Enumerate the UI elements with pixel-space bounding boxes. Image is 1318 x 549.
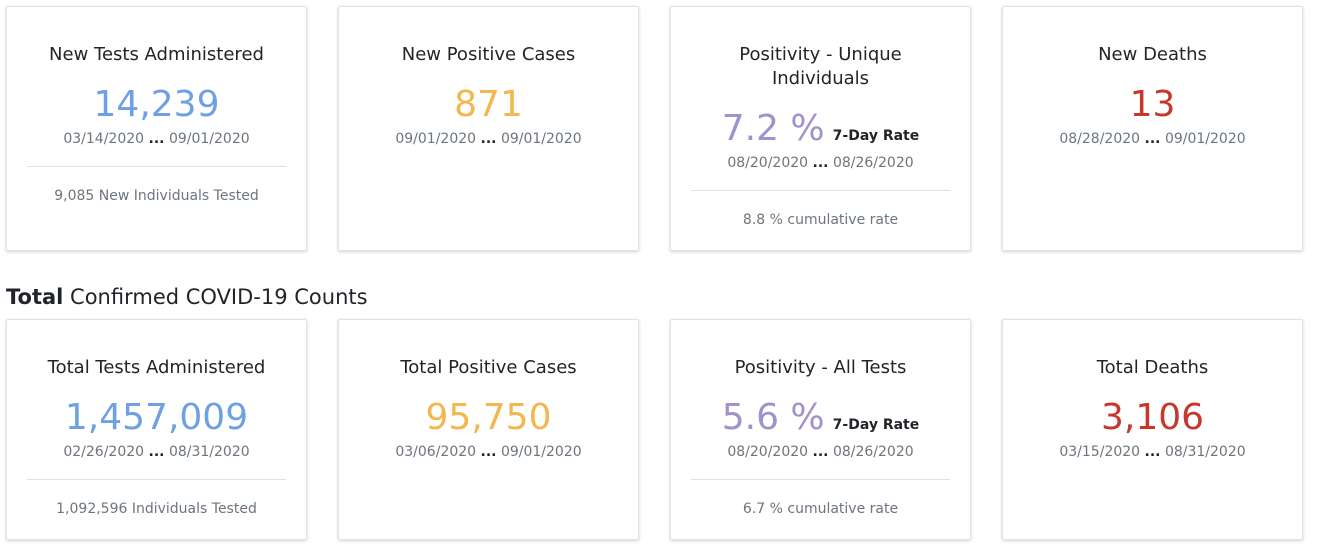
date-range: 08/20/2020 ... 08/26/2020 (671, 153, 970, 173)
section-heading-bold: Total (6, 285, 64, 309)
rate-line: 7.2 % 7-Day Rate (671, 106, 970, 159)
date-end: 09/01/2020 (168, 131, 250, 147)
card-divider (27, 166, 286, 167)
date-range: 03/15/2020 ... 08/31/2020 (1003, 442, 1302, 462)
card-divider (27, 479, 286, 480)
card-value: 95,750 (425, 397, 552, 438)
card-footer: 8.8 % cumulative rate (742, 212, 899, 228)
section-heading-rest: Confirmed COVID-19 Counts (63, 285, 368, 309)
card-title: Positivity - Unique Individuals (687, 43, 954, 91)
date-start: 08/28/2020 (1059, 131, 1141, 147)
card-title: New Tests Administered (49, 44, 264, 65)
date-separator: ... (1144, 444, 1161, 460)
date-range: 03/14/2020 ... 09/01/2020 (7, 129, 306, 149)
date-start: 09/01/2020 (395, 131, 477, 147)
date-separator: ... (480, 444, 497, 460)
date-start: 03/06/2020 (395, 444, 477, 460)
total-deaths-card: Total Deaths 3,106 03/15/2020 ... 08/31/… (1002, 319, 1303, 540)
date-start: 08/20/2020 (727, 155, 809, 171)
section-heading: Total Confirmed COVID-19 Counts (6, 283, 368, 311)
card-divider (691, 479, 950, 480)
date-separator: ... (148, 444, 165, 460)
date-start: 03/15/2020 (1059, 444, 1141, 460)
date-range: 02/26/2020 ... 08/31/2020 (7, 442, 306, 462)
date-separator: ... (1144, 131, 1161, 147)
date-end: 08/31/2020 (168, 444, 250, 460)
card-title: Total Deaths (1096, 357, 1209, 378)
date-end: 08/31/2020 (1164, 444, 1246, 460)
card-title: Total Tests Administered (47, 357, 266, 378)
new-tests-card: New Tests Administered 14,239 03/14/2020… (6, 6, 307, 251)
date-end: 08/26/2020 (832, 155, 914, 171)
total-tests-card: Total Tests Administered 1,457,009 02/26… (6, 319, 307, 540)
card-value: 1,457,009 (64, 397, 249, 438)
card-value: 3,106 (1100, 397, 1205, 438)
date-end: 09/01/2020 (500, 444, 582, 460)
date-start: 03/14/2020 (63, 131, 145, 147)
card-title: New Deaths (1098, 44, 1207, 65)
date-range: 03/06/2020 ... 09/01/2020 (339, 442, 638, 462)
card-footer: 1,092,596 Individuals Tested (56, 501, 257, 517)
date-range: 09/01/2020 ... 09/01/2020 (339, 129, 638, 149)
card-title: New Positive Cases (401, 44, 576, 65)
total-positive-card: Total Positive Cases 95,750 03/06/2020 .… (338, 319, 639, 540)
date-start: 02/26/2020 (63, 444, 145, 460)
card-value: 13 (1129, 84, 1176, 125)
card-title: Total Positive Cases (400, 357, 577, 378)
card-value: 871 (454, 84, 523, 125)
card-divider (691, 190, 950, 191)
date-end: 09/01/2020 (1164, 131, 1246, 147)
date-separator: ... (812, 155, 829, 171)
date-separator: ... (812, 444, 829, 460)
rate-line: 5.6 % 7-Day Rate (671, 395, 970, 448)
card-value: 7.2 % (721, 108, 825, 149)
card-value: 5.6 % (721, 397, 825, 438)
date-end: 09/01/2020 (500, 131, 582, 147)
date-range: 08/28/2020 ... 09/01/2020 (1003, 129, 1302, 149)
date-start: 08/20/2020 (727, 444, 809, 460)
card-title-line1: Positivity - Unique (739, 44, 902, 65)
date-separator: ... (480, 131, 497, 147)
new-positive-card: New Positive Cases 871 09/01/2020 ... 09… (338, 6, 639, 251)
new-deaths-card: New Deaths 13 08/28/2020 ... 09/01/2020 (1002, 6, 1303, 251)
date-end: 08/26/2020 (832, 444, 914, 460)
card-value: 14,239 (93, 84, 220, 125)
date-separator: ... (148, 131, 165, 147)
card-footer: 9,085 New Individuals Tested (54, 188, 259, 204)
new-positivity-card: Positivity - Unique Individuals 7.2 % 7-… (670, 6, 971, 251)
card-title-line2: Individuals (771, 68, 870, 89)
rate-label: 7-Day Rate (832, 417, 920, 433)
date-range: 08/20/2020 ... 08/26/2020 (671, 442, 970, 462)
card-footer: 6.7 % cumulative rate (742, 501, 899, 517)
rate-label: 7-Day Rate (832, 128, 920, 144)
total-positivity-card: Positivity - All Tests 5.6 % 7-Day Rate … (670, 319, 971, 540)
card-title: Positivity - All Tests (734, 357, 907, 378)
